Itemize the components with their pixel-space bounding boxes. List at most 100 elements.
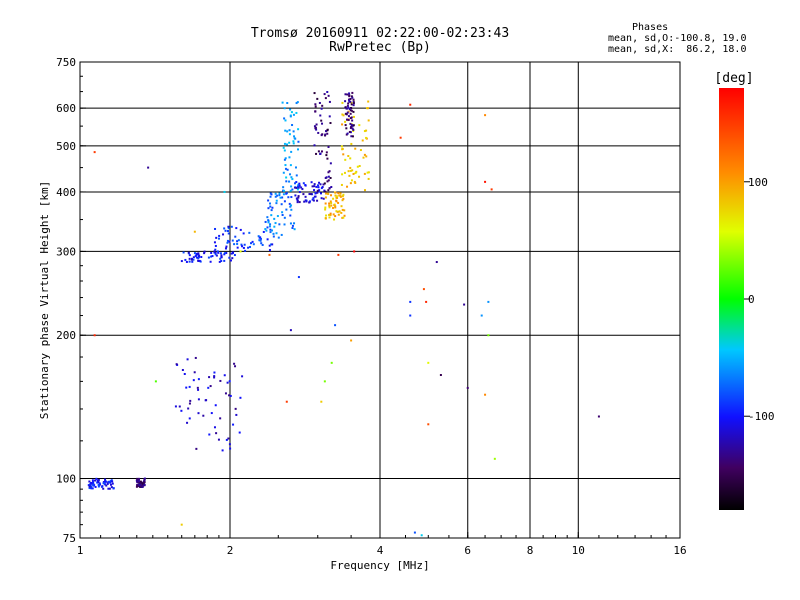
data-point	[329, 212, 332, 215]
phases-heading: Phases	[632, 22, 669, 33]
data-point	[89, 484, 92, 487]
data-point	[328, 204, 331, 207]
data-point	[258, 239, 261, 242]
data-point	[269, 205, 272, 208]
data-point	[322, 183, 325, 186]
data-point	[217, 251, 220, 254]
data-point	[281, 214, 284, 217]
data-point	[326, 180, 329, 183]
data-point	[104, 478, 107, 481]
data-point	[267, 199, 270, 202]
data-point	[348, 99, 351, 102]
data-point	[323, 380, 326, 383]
data-point	[297, 276, 300, 279]
data-point	[328, 187, 331, 190]
data-point	[213, 241, 216, 244]
data-point	[281, 211, 284, 214]
data-point	[194, 356, 197, 359]
data-point	[188, 260, 191, 263]
data-point	[187, 407, 190, 410]
data-point	[341, 123, 344, 126]
data-point	[316, 189, 319, 192]
data-point	[295, 102, 298, 105]
data-point	[347, 118, 350, 121]
data-point	[193, 252, 196, 255]
data-point	[289, 164, 292, 167]
data-point	[313, 185, 316, 188]
data-point	[324, 97, 327, 100]
data-point	[192, 258, 195, 261]
data-point	[305, 200, 308, 203]
data-point	[484, 393, 487, 396]
data-point	[225, 438, 228, 441]
data-point	[88, 487, 91, 490]
data-point	[316, 199, 319, 202]
data-point	[282, 193, 285, 196]
data-point	[327, 175, 330, 178]
data-point	[365, 155, 368, 158]
data-point	[200, 256, 203, 259]
data-point	[315, 152, 318, 155]
colorbar-tick-label: -100	[748, 410, 775, 423]
data-point	[304, 195, 307, 198]
data-point	[330, 185, 333, 188]
data-point	[283, 142, 286, 145]
data-point	[257, 235, 260, 238]
data-point	[303, 200, 306, 203]
data-point	[356, 165, 359, 168]
data-point	[367, 177, 370, 180]
data-point	[347, 106, 350, 109]
data-point	[341, 101, 344, 104]
data-point	[296, 185, 299, 188]
data-point	[297, 140, 300, 143]
data-point	[225, 245, 228, 248]
data-point	[399, 136, 402, 139]
data-point	[236, 246, 239, 249]
data-point	[268, 225, 271, 228]
data-point	[229, 259, 232, 262]
data-point	[297, 128, 300, 131]
data-point	[195, 447, 198, 450]
data-point	[111, 480, 114, 483]
data-point	[323, 189, 326, 192]
data-point	[239, 228, 242, 231]
data-point	[237, 239, 240, 242]
data-point	[345, 127, 348, 130]
data-point	[193, 230, 196, 233]
data-point	[93, 334, 96, 337]
data-point	[291, 226, 294, 229]
data-point	[223, 259, 226, 262]
data-point	[324, 133, 327, 136]
data-point	[340, 183, 343, 186]
data-point	[350, 125, 353, 128]
data-point	[228, 240, 231, 243]
data-point	[92, 482, 95, 485]
data-point	[90, 487, 93, 490]
trace-cluster	[87, 477, 115, 490]
data-point	[107, 487, 110, 490]
data-point	[480, 314, 483, 317]
data-point	[318, 181, 321, 184]
x-tick-label: 16	[673, 544, 686, 557]
data-point	[354, 172, 357, 175]
data-point	[280, 233, 283, 236]
data-point	[339, 194, 342, 197]
data-point	[137, 480, 140, 483]
data-point	[266, 238, 269, 241]
data-point	[197, 412, 200, 415]
data-point	[304, 184, 307, 187]
data-point	[341, 113, 344, 116]
data-point	[293, 135, 296, 138]
data-point	[355, 170, 358, 173]
data-point	[143, 478, 146, 481]
data-point	[294, 194, 297, 197]
data-point	[244, 249, 247, 252]
data-point	[318, 189, 321, 192]
data-point	[344, 100, 347, 103]
data-point	[137, 477, 140, 480]
data-point	[192, 256, 195, 259]
data-point	[313, 144, 316, 147]
data-point	[274, 195, 277, 198]
data-point	[192, 379, 195, 382]
data-point	[328, 115, 331, 118]
